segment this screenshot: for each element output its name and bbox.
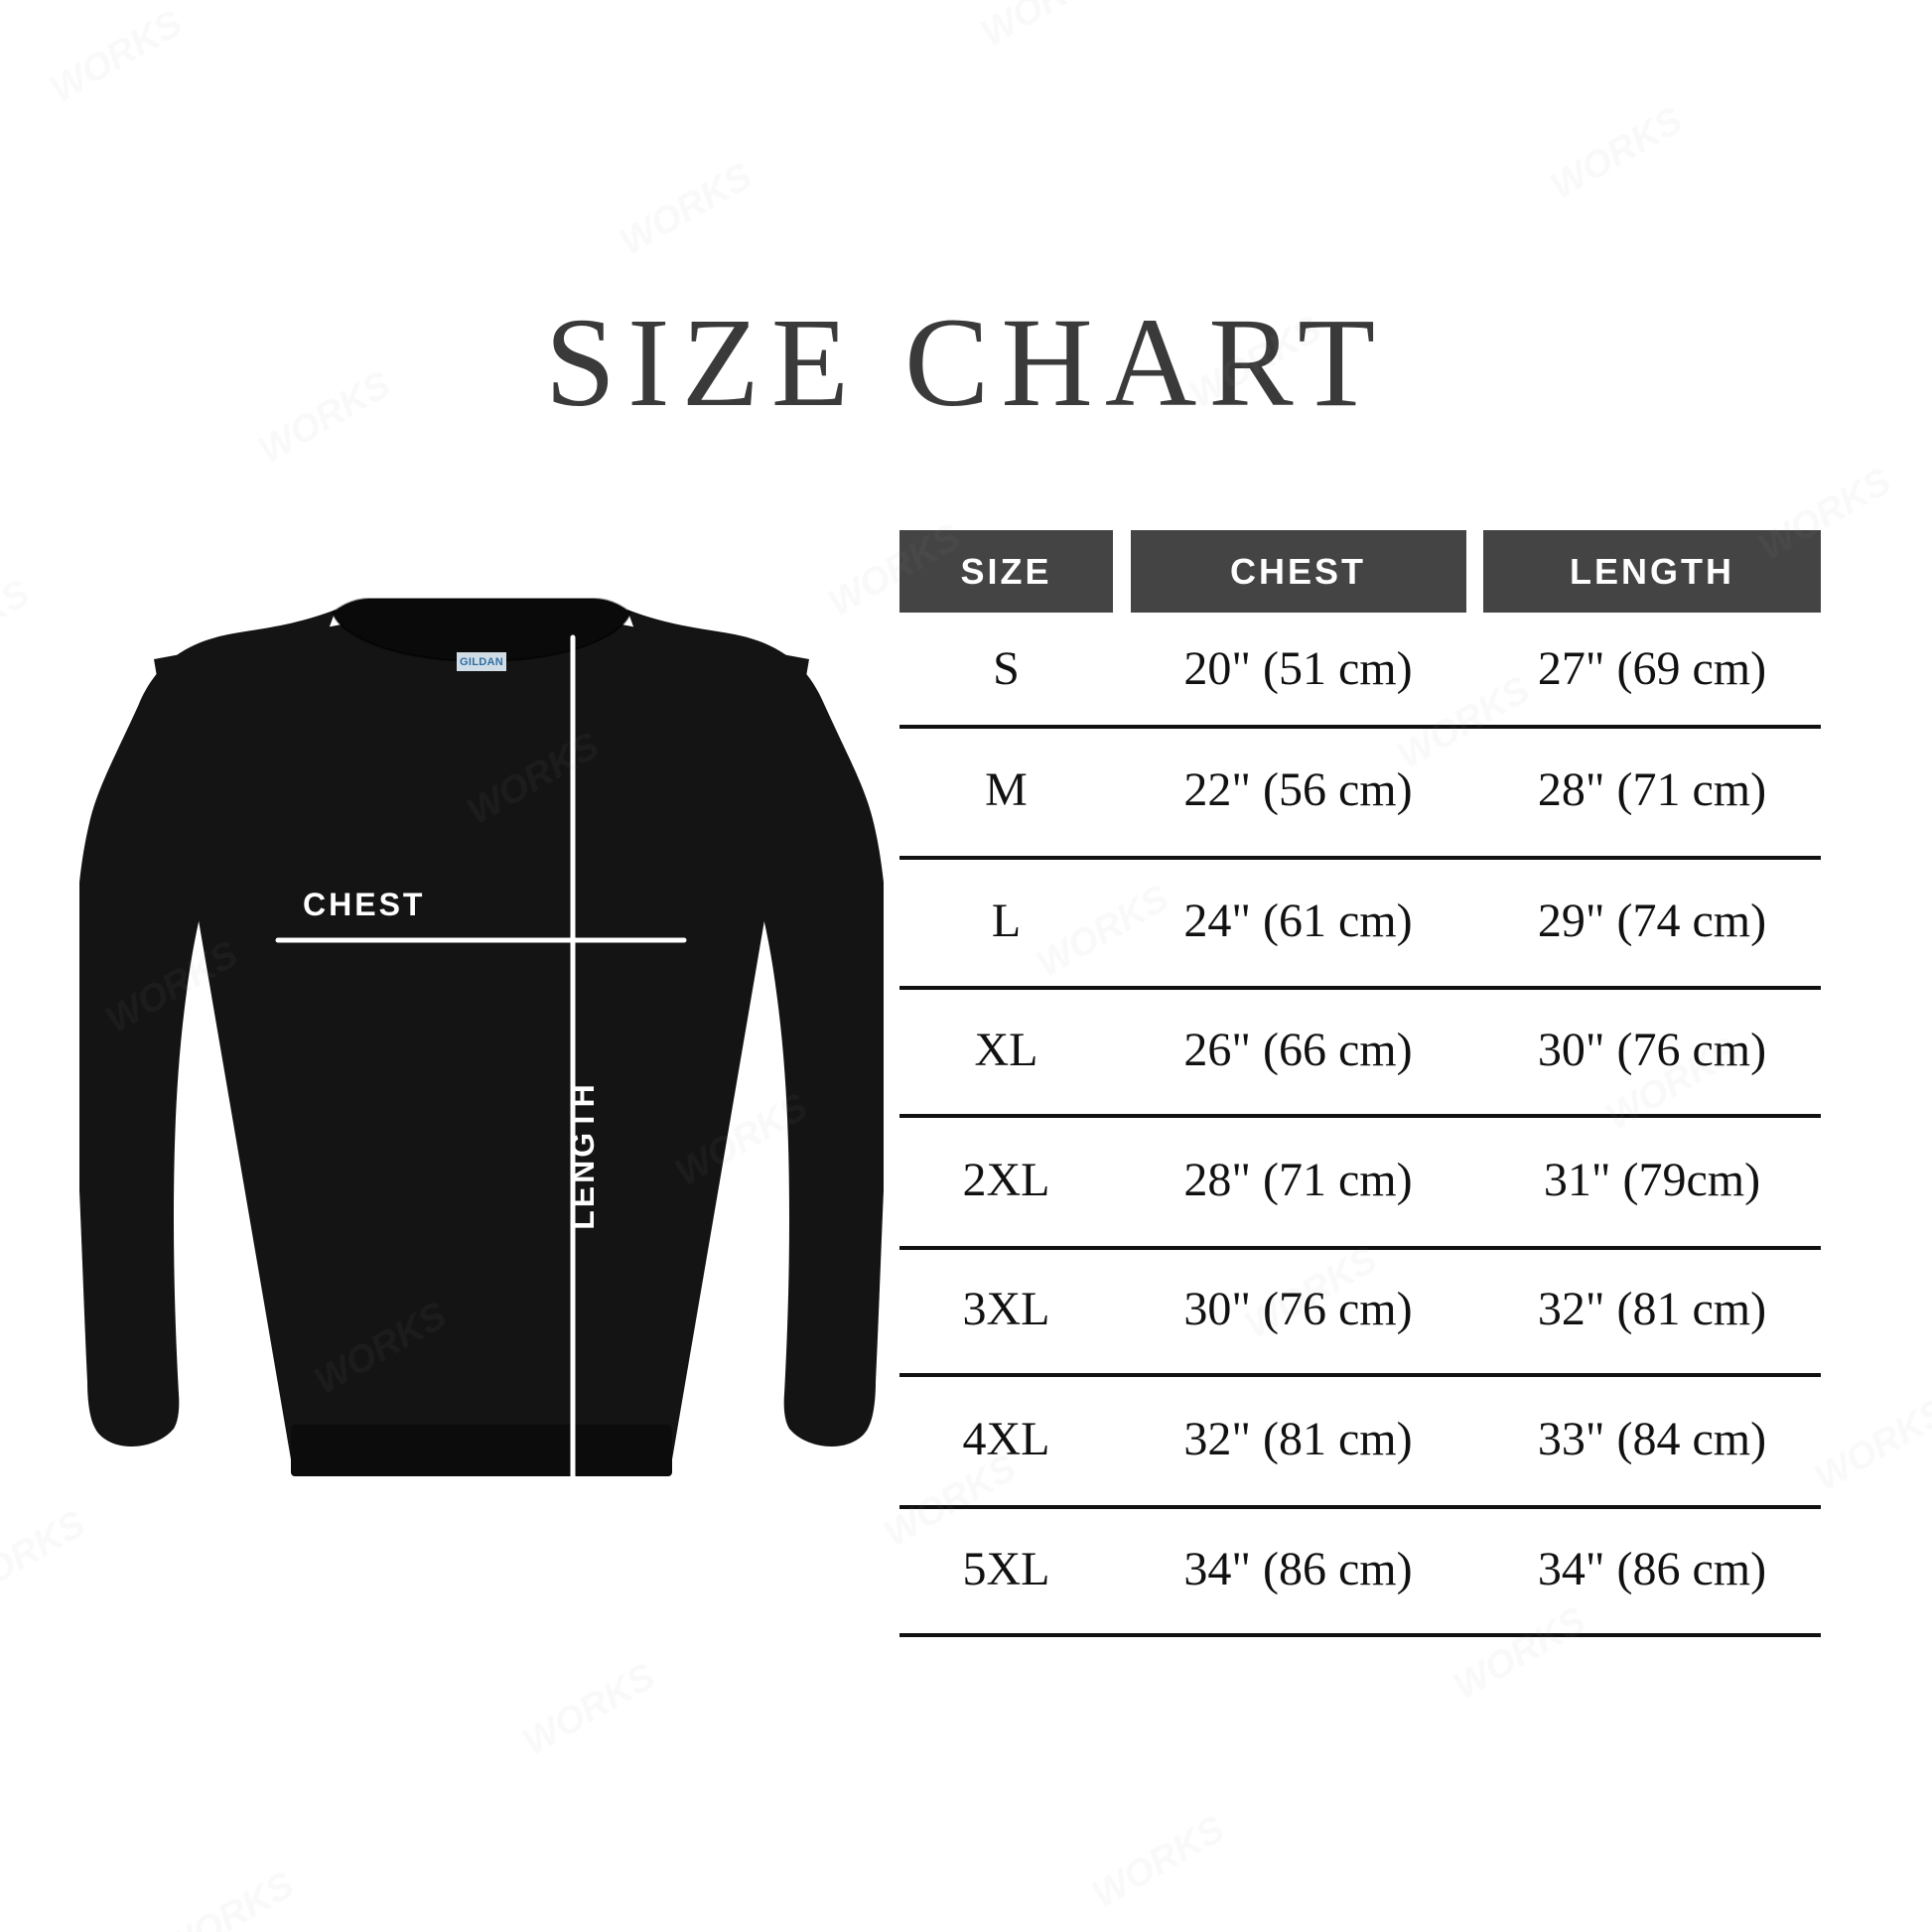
svg-text:GILDAN: GILDAN [460, 656, 503, 668]
svg-text:LENGTH: LENGTH [565, 1081, 601, 1230]
svg-text:CHEST: CHEST [303, 887, 425, 922]
